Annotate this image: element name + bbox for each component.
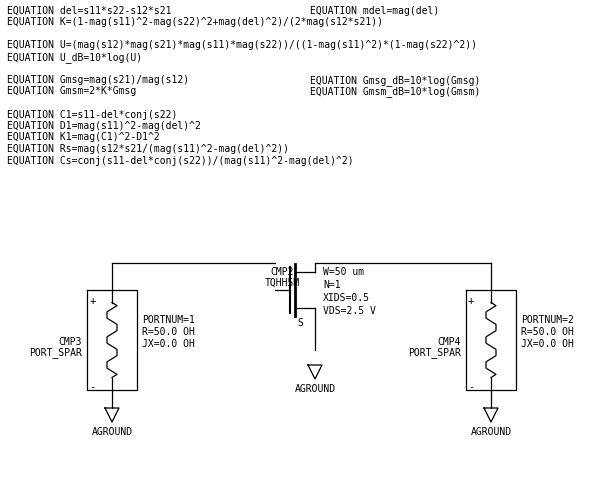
Text: XIDS=0.5: XIDS=0.5 bbox=[323, 293, 370, 303]
Text: PORT_SPAR: PORT_SPAR bbox=[29, 347, 82, 359]
Text: EQUATION Gmsm=2*K*Gmsg: EQUATION Gmsm=2*K*Gmsg bbox=[7, 87, 137, 97]
Text: EQUATION Gmsg_dB=10*log(Gmsg): EQUATION Gmsg_dB=10*log(Gmsg) bbox=[310, 75, 480, 86]
Text: W=50 um: W=50 um bbox=[323, 267, 364, 277]
Text: R=50.0 OH: R=50.0 OH bbox=[142, 327, 195, 337]
Text: +: + bbox=[468, 296, 474, 306]
Text: -: - bbox=[468, 382, 474, 392]
Text: AGROUND: AGROUND bbox=[92, 427, 133, 437]
Text: AGROUND: AGROUND bbox=[470, 427, 512, 437]
Polygon shape bbox=[308, 365, 322, 379]
Text: S: S bbox=[297, 318, 303, 328]
Text: EQUATION Cs=conj(s11-del*conj(s22))/(mag(s11)^2-mag(del)^2): EQUATION Cs=conj(s11-del*conj(s22))/(mag… bbox=[7, 155, 354, 166]
Text: EQUATION Gmsm_dB=10*log(Gmsm): EQUATION Gmsm_dB=10*log(Gmsm) bbox=[310, 87, 480, 98]
Text: EQUATION Rs=mag(s12*s21/(mag(s11)^2-mag(del)^2)): EQUATION Rs=mag(s12*s21/(mag(s11)^2-mag(… bbox=[7, 144, 289, 154]
Text: N=1: N=1 bbox=[323, 280, 341, 290]
Text: PORTNUM=1: PORTNUM=1 bbox=[142, 315, 195, 325]
Text: EQUATION D1=mag(s11)^2-mag(del)^2: EQUATION D1=mag(s11)^2-mag(del)^2 bbox=[7, 121, 201, 131]
Text: JX=0.0 OH: JX=0.0 OH bbox=[521, 339, 574, 349]
Text: EQUATION Gmsg=mag(s21)/mag(s12): EQUATION Gmsg=mag(s21)/mag(s12) bbox=[7, 75, 189, 85]
Text: PORT_SPAR: PORT_SPAR bbox=[408, 347, 461, 359]
Text: EQUATION U_dB=10*log(U): EQUATION U_dB=10*log(U) bbox=[7, 52, 142, 63]
Text: EQUATION K1=mag(C1)^2-D1^2: EQUATION K1=mag(C1)^2-D1^2 bbox=[7, 132, 160, 143]
Text: CMP3: CMP3 bbox=[58, 337, 82, 347]
Text: VDS=2.5 V: VDS=2.5 V bbox=[323, 306, 376, 316]
Text: -: - bbox=[89, 382, 95, 392]
Text: EQUATION del=s11*s22-s12*s21: EQUATION del=s11*s22-s12*s21 bbox=[7, 6, 172, 16]
Text: EQUATION mdel=mag(del): EQUATION mdel=mag(del) bbox=[310, 6, 439, 16]
Polygon shape bbox=[105, 408, 119, 422]
Text: PORTNUM=2: PORTNUM=2 bbox=[521, 315, 574, 325]
Polygon shape bbox=[484, 408, 498, 422]
Text: CMP4: CMP4 bbox=[437, 337, 461, 347]
Text: +: + bbox=[89, 296, 95, 306]
Text: EQUATION U=(mag(s12)*mag(s21)*mag(s11)*mag(s22))/((1-mag(s11)^2)*(1-mag(s22)^2)): EQUATION U=(mag(s12)*mag(s21)*mag(s11)*m… bbox=[7, 41, 477, 50]
Text: AGROUND: AGROUND bbox=[295, 384, 336, 394]
Text: EQUATION C1=s11-del*conj(s22): EQUATION C1=s11-del*conj(s22) bbox=[7, 109, 177, 120]
Text: EQUATION K=(1-mag(s11)^2-mag(s22)^2+mag(del)^2)/(2*mag(s12*s21)): EQUATION K=(1-mag(s11)^2-mag(s22)^2+mag(… bbox=[7, 18, 383, 27]
Text: CMP2: CMP2 bbox=[270, 267, 294, 277]
Text: JX=0.0 OH: JX=0.0 OH bbox=[142, 339, 195, 349]
Text: TQHH5M: TQHH5M bbox=[264, 278, 300, 288]
Text: R=50.0 OH: R=50.0 OH bbox=[521, 327, 574, 337]
